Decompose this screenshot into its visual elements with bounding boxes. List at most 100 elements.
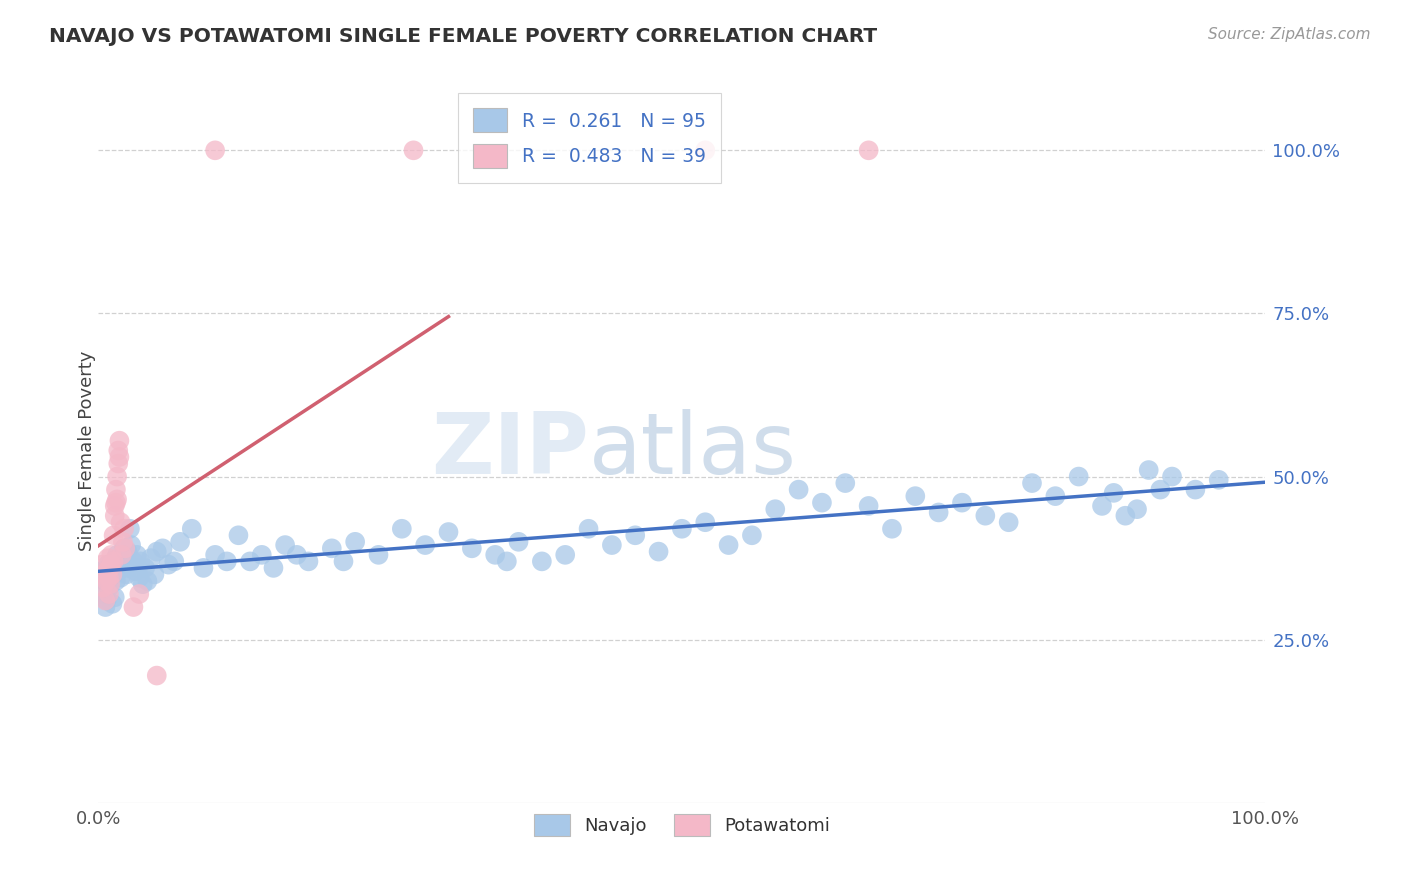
Point xyxy=(104,499,127,513)
Point xyxy=(1126,502,1149,516)
Point xyxy=(367,548,389,562)
Point xyxy=(600,538,623,552)
Point xyxy=(97,558,120,572)
Point xyxy=(114,541,136,556)
Point xyxy=(105,548,128,562)
Point xyxy=(94,593,117,607)
Legend: Navajo, Potawatomi: Navajo, Potawatomi xyxy=(526,806,838,843)
Point xyxy=(93,567,115,582)
Point xyxy=(104,591,127,605)
Point xyxy=(496,554,519,568)
Point xyxy=(928,505,950,519)
Point xyxy=(98,561,121,575)
Point xyxy=(100,548,122,562)
Point xyxy=(554,548,576,562)
Point xyxy=(1184,483,1206,497)
Point xyxy=(108,450,131,464)
Text: Source: ZipAtlas.com: Source: ZipAtlas.com xyxy=(1208,27,1371,42)
Point xyxy=(100,567,122,582)
Point xyxy=(90,558,112,572)
Point xyxy=(391,522,413,536)
Point xyxy=(112,522,135,536)
Point xyxy=(125,548,148,562)
Point xyxy=(96,564,118,578)
Point xyxy=(950,496,973,510)
Point xyxy=(169,534,191,549)
Point xyxy=(332,554,354,568)
Point xyxy=(695,144,717,158)
Point xyxy=(93,574,115,588)
Point xyxy=(97,551,120,566)
Point xyxy=(97,581,120,595)
Point xyxy=(94,600,117,615)
Point xyxy=(96,593,118,607)
Point xyxy=(104,483,127,497)
Point xyxy=(157,558,180,572)
Point xyxy=(104,496,127,510)
Point xyxy=(90,564,112,578)
Point xyxy=(110,571,132,585)
Point xyxy=(100,558,122,572)
Point xyxy=(461,541,484,556)
Point xyxy=(107,443,129,458)
Point xyxy=(163,554,186,568)
Point xyxy=(146,668,169,682)
Point xyxy=(98,571,121,585)
Point xyxy=(132,577,155,591)
Point xyxy=(1137,463,1160,477)
Point xyxy=(695,515,717,529)
Point xyxy=(858,499,880,513)
Point xyxy=(118,522,141,536)
Point xyxy=(115,567,138,582)
Point xyxy=(204,144,226,158)
Point xyxy=(104,574,127,588)
Point xyxy=(285,548,308,562)
Point xyxy=(413,538,436,552)
Point xyxy=(344,534,367,549)
Point xyxy=(297,554,319,568)
Point xyxy=(1102,486,1125,500)
Text: atlas: atlas xyxy=(589,409,797,492)
Point xyxy=(114,551,136,566)
Point xyxy=(180,522,202,536)
Point xyxy=(1161,469,1184,483)
Point xyxy=(136,574,159,588)
Point xyxy=(1021,476,1043,491)
Point xyxy=(101,597,124,611)
Point xyxy=(671,522,693,536)
Point xyxy=(974,508,997,523)
Point xyxy=(143,567,166,582)
Point xyxy=(1067,469,1090,483)
Point xyxy=(128,587,150,601)
Point xyxy=(228,528,250,542)
Point xyxy=(321,541,343,556)
Point xyxy=(250,548,273,562)
Point xyxy=(1208,473,1230,487)
Point xyxy=(437,524,460,539)
Point xyxy=(97,564,120,578)
Y-axis label: Single Female Poverty: Single Female Poverty xyxy=(79,351,96,550)
Point xyxy=(880,522,903,536)
Point xyxy=(811,496,834,510)
Point xyxy=(239,554,262,568)
Point xyxy=(104,508,127,523)
Point xyxy=(128,571,150,585)
Point xyxy=(858,144,880,158)
Point xyxy=(110,515,132,529)
Point xyxy=(152,541,174,556)
Text: NAVAJO VS POTAWATOMI SINGLE FEMALE POVERTY CORRELATION CHART: NAVAJO VS POTAWATOMI SINGLE FEMALE POVER… xyxy=(49,27,877,45)
Point xyxy=(193,561,215,575)
Point xyxy=(146,544,169,558)
Point xyxy=(111,548,134,562)
Point xyxy=(134,561,156,575)
Point xyxy=(91,587,114,601)
Point xyxy=(127,561,149,575)
Point xyxy=(117,544,139,558)
Point xyxy=(741,528,763,542)
Point xyxy=(904,489,927,503)
Point xyxy=(107,457,129,471)
Point xyxy=(97,587,120,601)
Point xyxy=(111,561,134,575)
Point xyxy=(402,144,425,158)
Point xyxy=(139,551,162,566)
